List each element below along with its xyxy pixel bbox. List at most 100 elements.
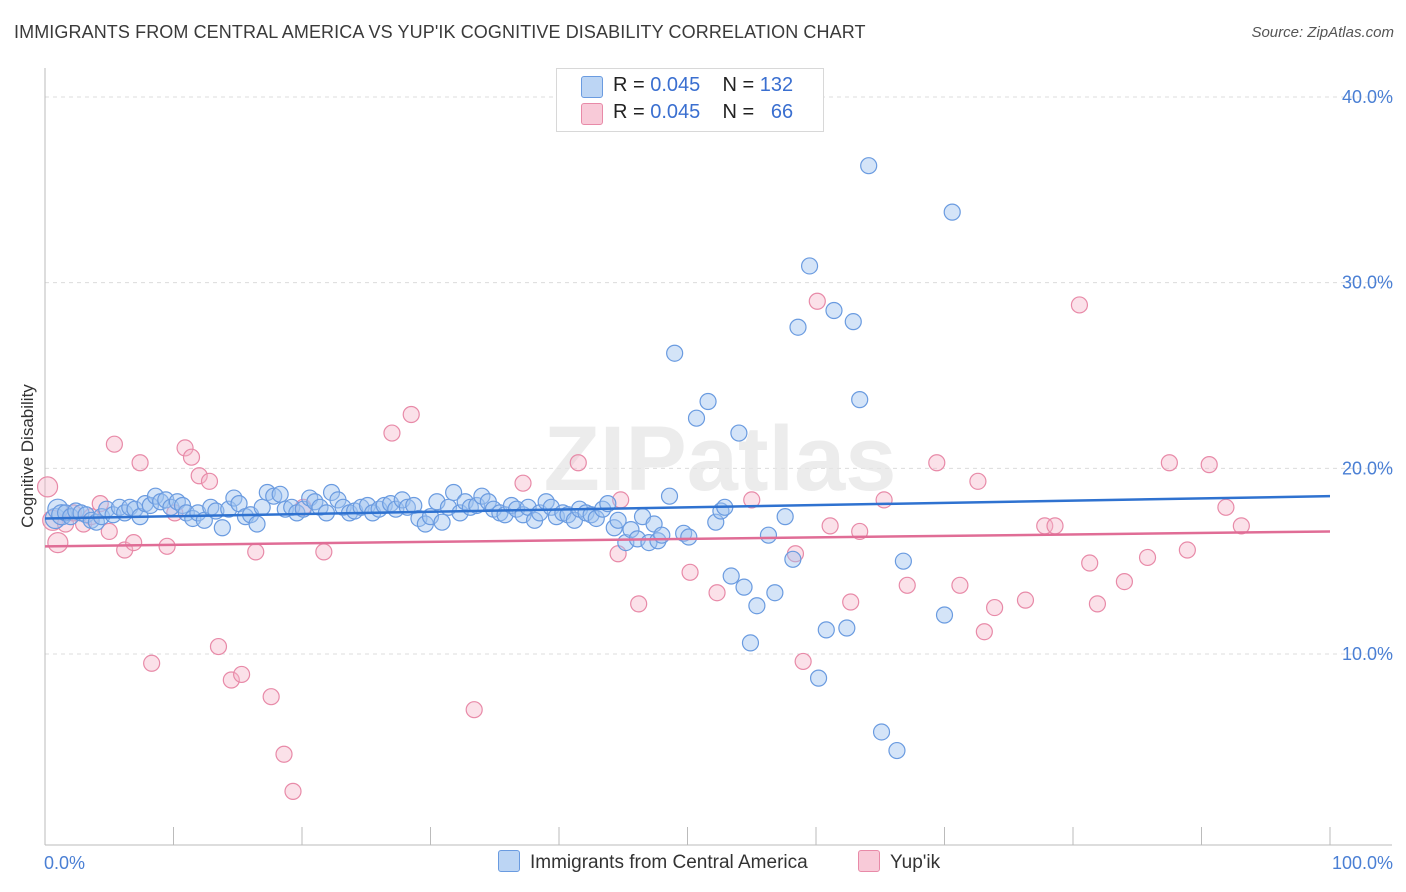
point-yupik	[176, 439, 194, 457]
point-yupik	[514, 474, 532, 492]
point-central-america	[844, 313, 862, 331]
point-central-america	[660, 487, 679, 505]
point-yupik	[190, 467, 208, 485]
y-tick-label: 30.0%	[1342, 273, 1393, 293]
legend-r-label: R =	[613, 101, 645, 123]
bottom-legend-central-america: Immigrants from Central America	[498, 850, 808, 874]
legend-r-value: 0.045	[650, 74, 701, 96]
point-yupik	[209, 637, 228, 656]
point-central-america	[699, 392, 717, 411]
axes	[44, 68, 1392, 846]
point-yupik	[1232, 517, 1250, 535]
point-yupik	[383, 424, 401, 442]
point-yupik	[743, 491, 761, 509]
x-tick-label-min: 0.0%	[44, 853, 85, 873]
point-yupik	[1200, 456, 1218, 474]
bottom-legend-swatch-pink	[858, 850, 880, 872]
point-central-america	[433, 513, 451, 531]
point-central-america	[943, 203, 961, 221]
point-central-america	[894, 552, 912, 570]
point-yupik	[1070, 296, 1089, 314]
point-central-america	[776, 508, 794, 526]
point-central-america	[141, 496, 159, 515]
point-central-america	[587, 509, 605, 528]
point-central-america	[730, 424, 748, 442]
chart-title: IMMIGRANTS FROM CENTRAL AMERICA VS YUP'I…	[14, 22, 866, 42]
point-central-america	[784, 550, 802, 568]
legend-swatch-blue	[581, 76, 603, 98]
point-yupik	[898, 576, 916, 594]
point-yupik	[222, 671, 240, 689]
source-label: Source: ZipAtlas.com	[1251, 24, 1394, 41]
watermark: ZIPatlas	[544, 408, 897, 510]
point-yupik	[284, 782, 302, 800]
point-yupik	[681, 563, 699, 581]
point-yupik	[928, 454, 946, 472]
legend-r-value: 0.045	[650, 101, 701, 123]
point-yupik	[47, 531, 69, 554]
point-yupik	[262, 688, 280, 706]
trend-line-yupik	[44, 530, 1331, 548]
legend-swatch-pink	[581, 103, 603, 125]
trend-lines	[44, 494, 1331, 548]
point-yupik	[402, 405, 420, 424]
point-yupik	[233, 665, 251, 684]
point-yupik	[125, 533, 143, 552]
point-central-america	[809, 669, 828, 687]
stats-legend: R = 0.045 N = 132 R = 0.045 N = 66	[556, 68, 824, 132]
point-central-america	[800, 257, 819, 275]
point-yupik	[131, 454, 149, 472]
point-yupik	[708, 584, 726, 602]
point-central-america	[759, 526, 778, 544]
bottom-legend-swatch-blue	[498, 850, 520, 872]
point-yupik	[1217, 498, 1235, 516]
x-tick-label-max: 100.0%	[1332, 853, 1393, 873]
point-yupik	[842, 593, 860, 611]
point-central-america	[265, 487, 283, 505]
point-central-america	[888, 741, 906, 760]
point-central-america	[653, 526, 671, 544]
point-central-america	[451, 504, 469, 522]
point-central-america	[851, 391, 869, 409]
point-yupik	[1088, 595, 1107, 613]
point-yupik	[986, 598, 1004, 617]
point-yupik	[1115, 572, 1134, 591]
point-yupik	[247, 543, 265, 561]
point-central-america	[872, 723, 891, 741]
y-tick-label: 40.0%	[1342, 87, 1393, 107]
point-yupik	[105, 435, 123, 453]
point-central-america	[666, 344, 684, 362]
point-central-america	[707, 513, 725, 531]
point-yupik	[875, 491, 893, 509]
y-tick-label: 10.0%	[1342, 644, 1393, 664]
point-yupik	[465, 701, 483, 719]
point-yupik	[275, 745, 293, 763]
point-yupik	[1178, 541, 1196, 559]
point-central-america	[680, 528, 698, 546]
legend-n-label: N =	[722, 101, 755, 123]
point-yupik	[1046, 517, 1064, 535]
point-central-america	[220, 500, 238, 518]
point-yupik	[1138, 548, 1157, 567]
point-yupik	[808, 292, 826, 310]
point-yupik	[951, 576, 969, 594]
bottom-legend-yupik: Yup'ik	[858, 850, 940, 874]
point-yupik	[36, 476, 59, 498]
point-yupik	[569, 454, 587, 472]
point-yupik	[200, 472, 219, 490]
point-central-america	[609, 511, 627, 529]
point-central-america	[817, 621, 835, 639]
point-central-america	[722, 567, 740, 585]
point-yupik	[1160, 454, 1178, 472]
point-central-america	[860, 157, 878, 175]
point-yupik	[143, 654, 161, 672]
point-central-america	[405, 496, 423, 515]
legend-n-label: N =	[722, 74, 755, 96]
legend-n-value: 132	[759, 74, 794, 96]
point-central-america	[741, 634, 760, 652]
point-yupik	[630, 595, 648, 613]
point-central-america	[838, 619, 856, 637]
point-yupik	[794, 652, 812, 671]
point-central-america	[213, 519, 231, 537]
